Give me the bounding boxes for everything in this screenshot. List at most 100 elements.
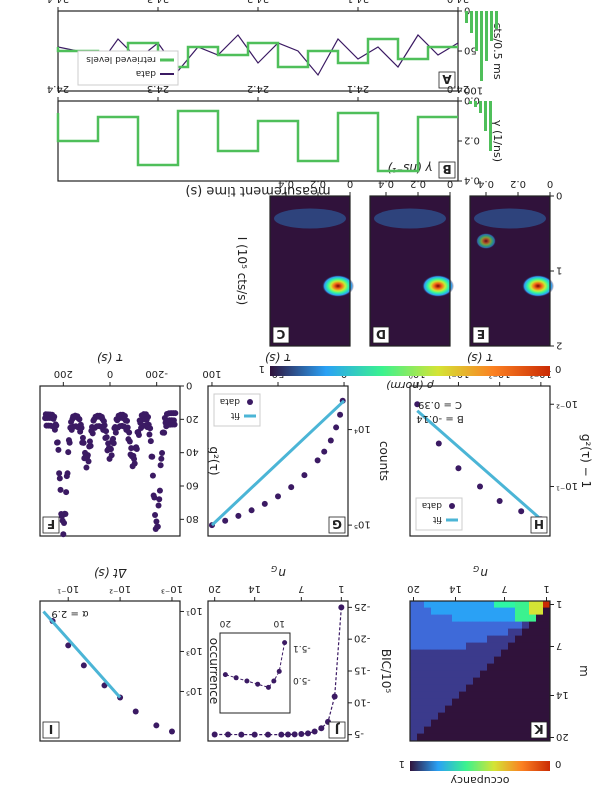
heatmap-cell xyxy=(458,621,466,629)
heatmap-cell xyxy=(486,733,494,741)
panel-J-y-tick-label: -10 xyxy=(354,696,370,707)
heatmap-cell xyxy=(500,628,508,636)
panel-H-y-tick-label: 10⁻² xyxy=(556,398,578,409)
panel-A-x-tick-label: 24.4 xyxy=(47,0,69,4)
panel-H-xlabel: τ (s) xyxy=(467,351,494,365)
heatmap-cell xyxy=(465,719,473,727)
heatmap-cell xyxy=(423,726,431,734)
heatmap-cell xyxy=(528,656,536,664)
heatmap-cell xyxy=(479,628,487,636)
data-point xyxy=(65,642,72,649)
panel-I: 10⁻³ 10⁻² 10⁻¹ 10¹ 10³ 10⁵ α = 2.9 Δt (s) occurr… xyxy=(39,566,221,742)
heatmap-cell xyxy=(416,600,424,608)
heatmap-cell xyxy=(486,628,494,636)
data-point xyxy=(222,517,229,524)
data-point xyxy=(275,493,281,500)
panel-E: 0 0.2 0.4 0 1 2 Eγ (ns⁻¹) I (10⁵ cts/s) 0 1 ρ (nor… xyxy=(235,161,562,392)
heatmap-cell xyxy=(465,600,473,608)
heatmap-cell xyxy=(451,719,459,727)
data-point xyxy=(238,731,245,738)
heatmap-cell xyxy=(486,663,494,671)
colorbar-label: ρ (norm) xyxy=(386,379,434,392)
data-point xyxy=(138,412,145,419)
heatmap-cell xyxy=(472,698,480,706)
heatmap-cell xyxy=(514,698,522,706)
heatmap-cell xyxy=(493,628,501,636)
heatmap-cell xyxy=(409,635,417,643)
heatmap-cell xyxy=(514,663,522,671)
data-point xyxy=(146,431,153,438)
data-point xyxy=(162,419,169,426)
legend-box xyxy=(213,393,261,427)
data-point xyxy=(455,465,462,472)
heatmap-cell xyxy=(430,628,438,636)
histogram-bar xyxy=(469,101,472,104)
heatmap-cell xyxy=(500,656,508,664)
legend-data-label: data xyxy=(136,68,156,78)
heatmap-cell xyxy=(416,677,424,685)
heatmap-cell xyxy=(423,635,431,643)
heatmap-cell xyxy=(507,635,515,643)
data-point xyxy=(148,453,155,460)
heatmap-cell xyxy=(521,649,529,657)
data-point xyxy=(134,429,141,436)
heatmap-cell xyxy=(479,656,487,664)
data-point xyxy=(67,424,74,431)
panel-letter-box xyxy=(530,516,548,534)
heatmap-cell xyxy=(493,607,501,615)
panel-letter-D: D xyxy=(376,327,386,341)
heatmap-cell xyxy=(507,698,515,706)
heatmap-cell xyxy=(430,607,438,615)
heatmap-cell xyxy=(486,719,494,727)
panel-J-xlabel: n xyxy=(278,566,286,580)
panel-letter-box xyxy=(42,721,60,739)
data-point xyxy=(496,497,503,504)
panel-J-y-tick-label: -20 xyxy=(354,633,370,644)
heatmap-cell xyxy=(444,600,452,608)
panel-C-x-tick-label: 0.4 xyxy=(278,178,294,189)
heatmap-cell xyxy=(423,600,431,608)
panel-A-x-tick-label: 24.3 xyxy=(147,0,169,4)
panel-K-x-tick-label: 20 xyxy=(407,583,420,594)
heatmap-cell xyxy=(507,663,515,671)
heatmap-cell xyxy=(423,656,431,664)
heatmap-cell xyxy=(444,628,452,636)
legend-fit-label: fit xyxy=(432,514,442,524)
heatmap-cell xyxy=(472,684,480,692)
data-point xyxy=(65,437,72,444)
panel-B-x-tick-label: 24.0 xyxy=(447,83,469,94)
heatmap-cell xyxy=(514,684,522,692)
data-point xyxy=(149,472,156,479)
heatmap-cell xyxy=(535,600,543,608)
panel-J-xlabel-sub: G xyxy=(271,564,277,573)
heatmap-cell xyxy=(423,684,431,692)
heatmap-cell xyxy=(472,614,480,622)
heatmap-cell xyxy=(430,670,438,678)
heatmap-cell xyxy=(437,733,445,741)
panel-A-y-tick-label: 100 xyxy=(464,85,483,96)
heatmap-cell xyxy=(416,719,424,727)
data-point xyxy=(159,449,166,456)
heatmap-cell xyxy=(472,677,480,685)
panel-B-y-tick-label: 0.4 xyxy=(464,175,480,186)
heatmap-cell xyxy=(486,621,494,629)
heatmap-cell xyxy=(535,684,543,692)
heatmap-cell xyxy=(423,705,431,713)
heatmap-cell xyxy=(423,691,431,699)
heatmap-cell xyxy=(444,726,452,734)
heatmap-cell xyxy=(444,677,452,685)
panel-B-x-tick-label: 24.2 xyxy=(247,83,269,94)
data-point xyxy=(168,728,175,735)
panel-K-y-tick-label: 7 xyxy=(556,640,562,651)
heatmap-cell xyxy=(528,712,536,720)
heatmap-cell xyxy=(430,663,438,671)
heatmap-cell xyxy=(493,684,501,692)
heatmap-cell xyxy=(437,670,445,678)
heatmap-cell xyxy=(444,607,452,615)
panel-letter-box xyxy=(328,721,346,739)
heatmap-cell xyxy=(486,635,494,643)
heatmap-cell xyxy=(472,628,480,636)
heatmap-cell xyxy=(542,621,550,629)
panels-CDE-ylabel: I (10⁵ cts/s) xyxy=(235,237,249,305)
heatmap-cell xyxy=(486,649,494,657)
